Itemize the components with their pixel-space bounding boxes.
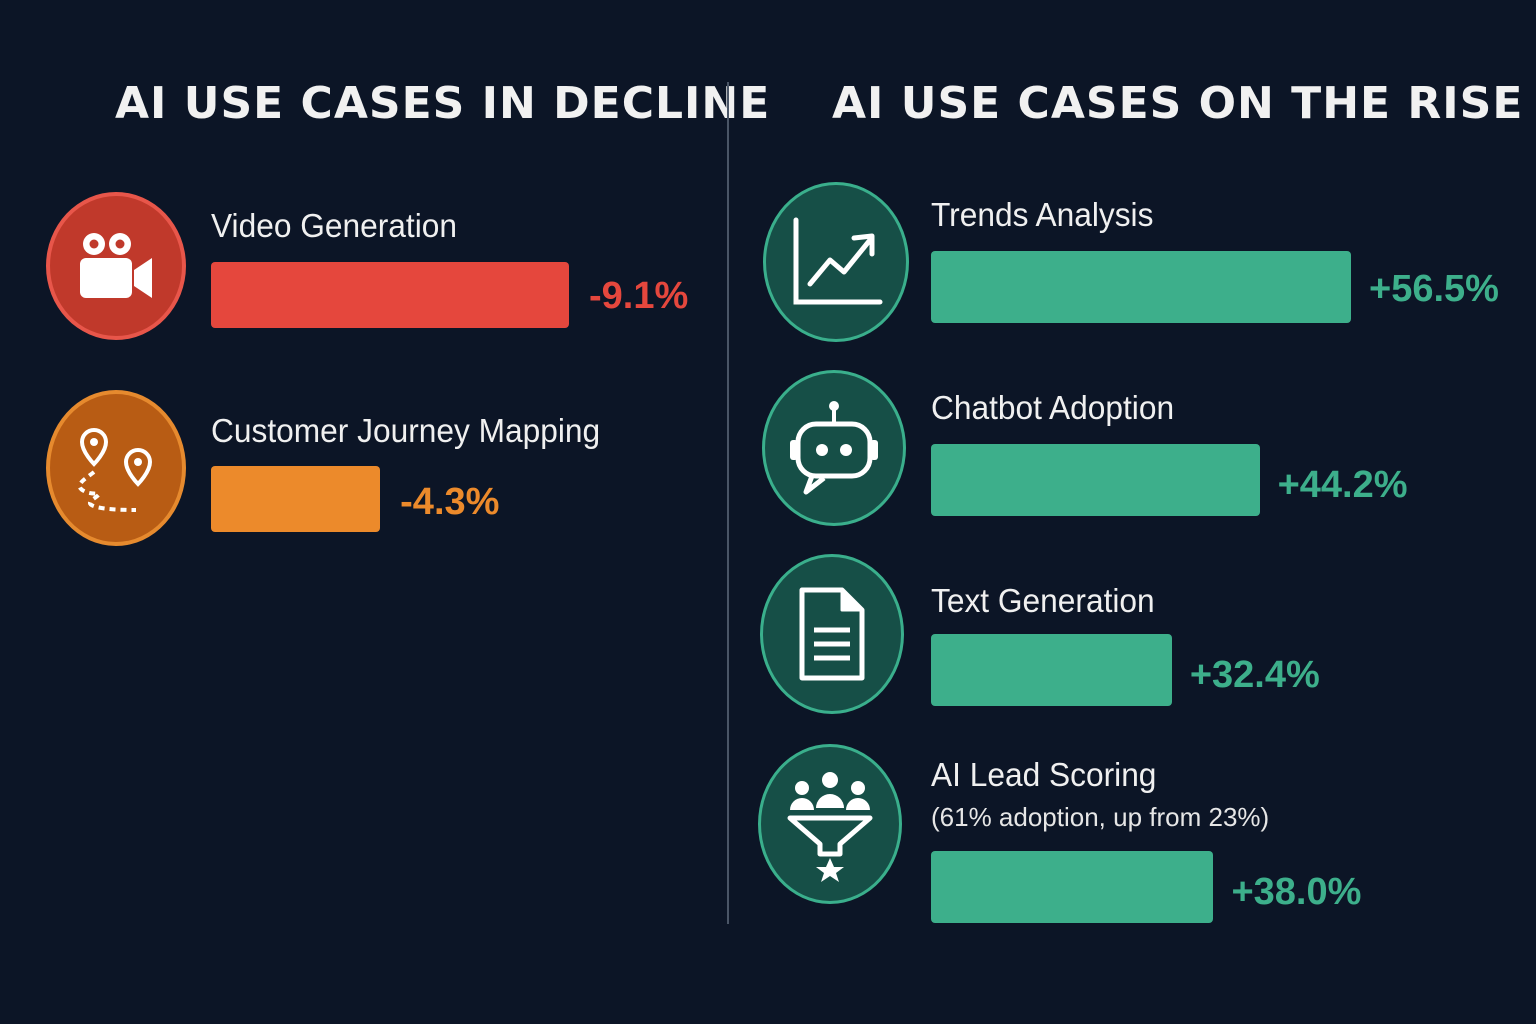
rise-annotation-3: (61% adoption, up from 23%) xyxy=(931,802,1270,832)
chatbot-icon xyxy=(762,370,906,526)
decline-label-1: Customer Journey Mapping xyxy=(211,412,601,449)
rise-value-0: +56.5% xyxy=(1369,268,1499,310)
rise-bar-3 xyxy=(931,851,1214,923)
rise-value-2: +32.4% xyxy=(1189,654,1320,696)
journey-map-icon xyxy=(46,390,186,546)
rise-value-3: +38.0% xyxy=(1231,871,1362,913)
rise-label-2: Text Generation xyxy=(931,582,1155,619)
trend-chart-icon xyxy=(763,182,909,342)
panel-divider xyxy=(727,82,729,924)
rise-value-1: +44.2% xyxy=(1277,464,1408,506)
decline-value-0: -9.1% xyxy=(589,275,689,317)
rise-bar-2 xyxy=(931,634,1172,706)
decline-value-1: -4.3% xyxy=(400,481,500,523)
rise-label-3: AI Lead Scoring xyxy=(931,756,1157,793)
document-icon xyxy=(760,554,904,714)
decline-label-0: Video Generation xyxy=(211,207,457,244)
decline-bar-0 xyxy=(211,262,569,328)
decline-bar-1 xyxy=(211,466,381,532)
rise-label-1: Chatbot Adoption xyxy=(931,389,1175,426)
lead-funnel-icon xyxy=(758,744,902,904)
rise-bar-0 xyxy=(931,251,1351,323)
video-camera-icon xyxy=(46,192,186,340)
decline-title: AI USE CASES IN DECLINE xyxy=(115,78,771,129)
rise-label-0: Trends Analysis xyxy=(931,196,1154,233)
rise-title: AI USE CASES ON THE RISE xyxy=(832,78,1524,129)
rise-bar-1 xyxy=(931,444,1260,516)
